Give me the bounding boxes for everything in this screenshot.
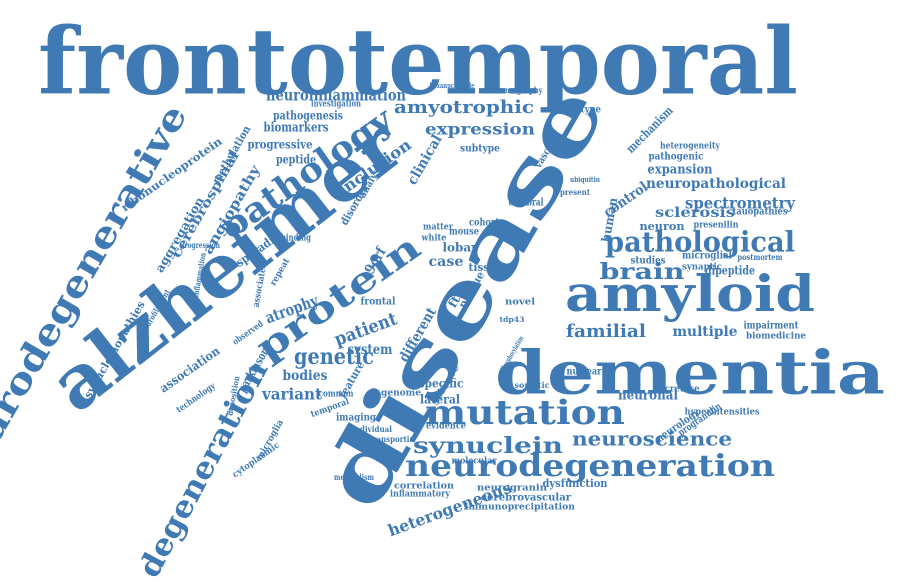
word-investigation: investigation (311, 100, 361, 110)
word-common: common (319, 390, 354, 400)
word-phenotype: phenotype (551, 105, 601, 116)
word-presenilin: presenilin (694, 221, 739, 231)
word-molecular: molecular (452, 457, 497, 467)
word-system: system (348, 342, 393, 358)
word-peptide: peptide (276, 153, 316, 167)
word-neuropathological: neuropathological (646, 176, 786, 192)
word-technology: technology (175, 381, 218, 415)
word-synaptic: synaptic (682, 263, 722, 273)
word-neuroscience: neuroscience (572, 427, 732, 451)
word-neurogranin: neurogranin (477, 484, 547, 494)
word-biomarkers: biomarkers (264, 121, 329, 136)
word-metabolism: metabolism (334, 472, 374, 482)
word-hexanucleotide: hexanucleotide (430, 81, 475, 90)
word-transportin: transportin (370, 434, 415, 444)
word-pathogenic: pathogenic (649, 152, 704, 163)
word-familial: familial (566, 321, 646, 342)
word-white: white (421, 234, 447, 244)
word-heterogeneity: heterogeneity (660, 142, 721, 152)
word-expansion: expansion (648, 163, 713, 178)
word-tdp43: tdp43 (500, 315, 525, 324)
word-somatic: somatic (515, 380, 550, 390)
word-amyotrophic: amyotrophic (394, 97, 534, 118)
word-binding: binding (281, 234, 312, 244)
word-expression: expression (425, 120, 535, 139)
word-subtype: subtype (460, 144, 500, 155)
word-present: present (560, 187, 590, 197)
word-bodies: bodies (283, 368, 328, 384)
word-imaging: imaging (336, 413, 376, 424)
word-synuclein: synuclein (413, 433, 563, 459)
word-dysfunction: dysfunction (543, 477, 608, 490)
word-progressive: progressive (248, 138, 313, 152)
word-ubiquitin: ubiquitin (570, 175, 600, 184)
word-cytoplasmic: cytoplasmic (231, 440, 282, 480)
word-mouse: mouse (449, 227, 479, 238)
word-microglial: microglial (682, 251, 732, 262)
word-case: case (429, 254, 464, 270)
word-multiple: multiple (673, 324, 738, 340)
word-cerebral: cerebral (509, 198, 544, 209)
word-impairment: impairment (744, 321, 799, 332)
word-matter: matter (423, 223, 453, 233)
word-neuron: neuron (640, 220, 685, 233)
word-lobar: lobar (443, 241, 479, 255)
word-pathogenesis: pathogenesis (273, 109, 343, 123)
word-novel: novel (505, 298, 536, 308)
word-studies: studies (631, 256, 666, 267)
word-frontal: frontal (361, 297, 396, 308)
word-immunoprecipitation: immunoprecipitation (465, 503, 575, 513)
word-postmortem: postmortem (738, 252, 783, 262)
word-tauopathies: tauopathies (733, 207, 788, 218)
word-biomedicine: biomedicine (746, 332, 806, 342)
word-inflammatory: inflammatory (390, 490, 451, 500)
word-variant: variant (261, 385, 323, 404)
word-genome: genome (381, 389, 421, 399)
word-tomography: tomography (498, 85, 543, 95)
word-individual: individual (352, 424, 392, 434)
word-secretase: secretase (655, 385, 700, 395)
word-nuclear: nuclear (567, 367, 603, 378)
word-evidence: evidence (426, 422, 466, 432)
word-progression: progression (180, 240, 220, 250)
